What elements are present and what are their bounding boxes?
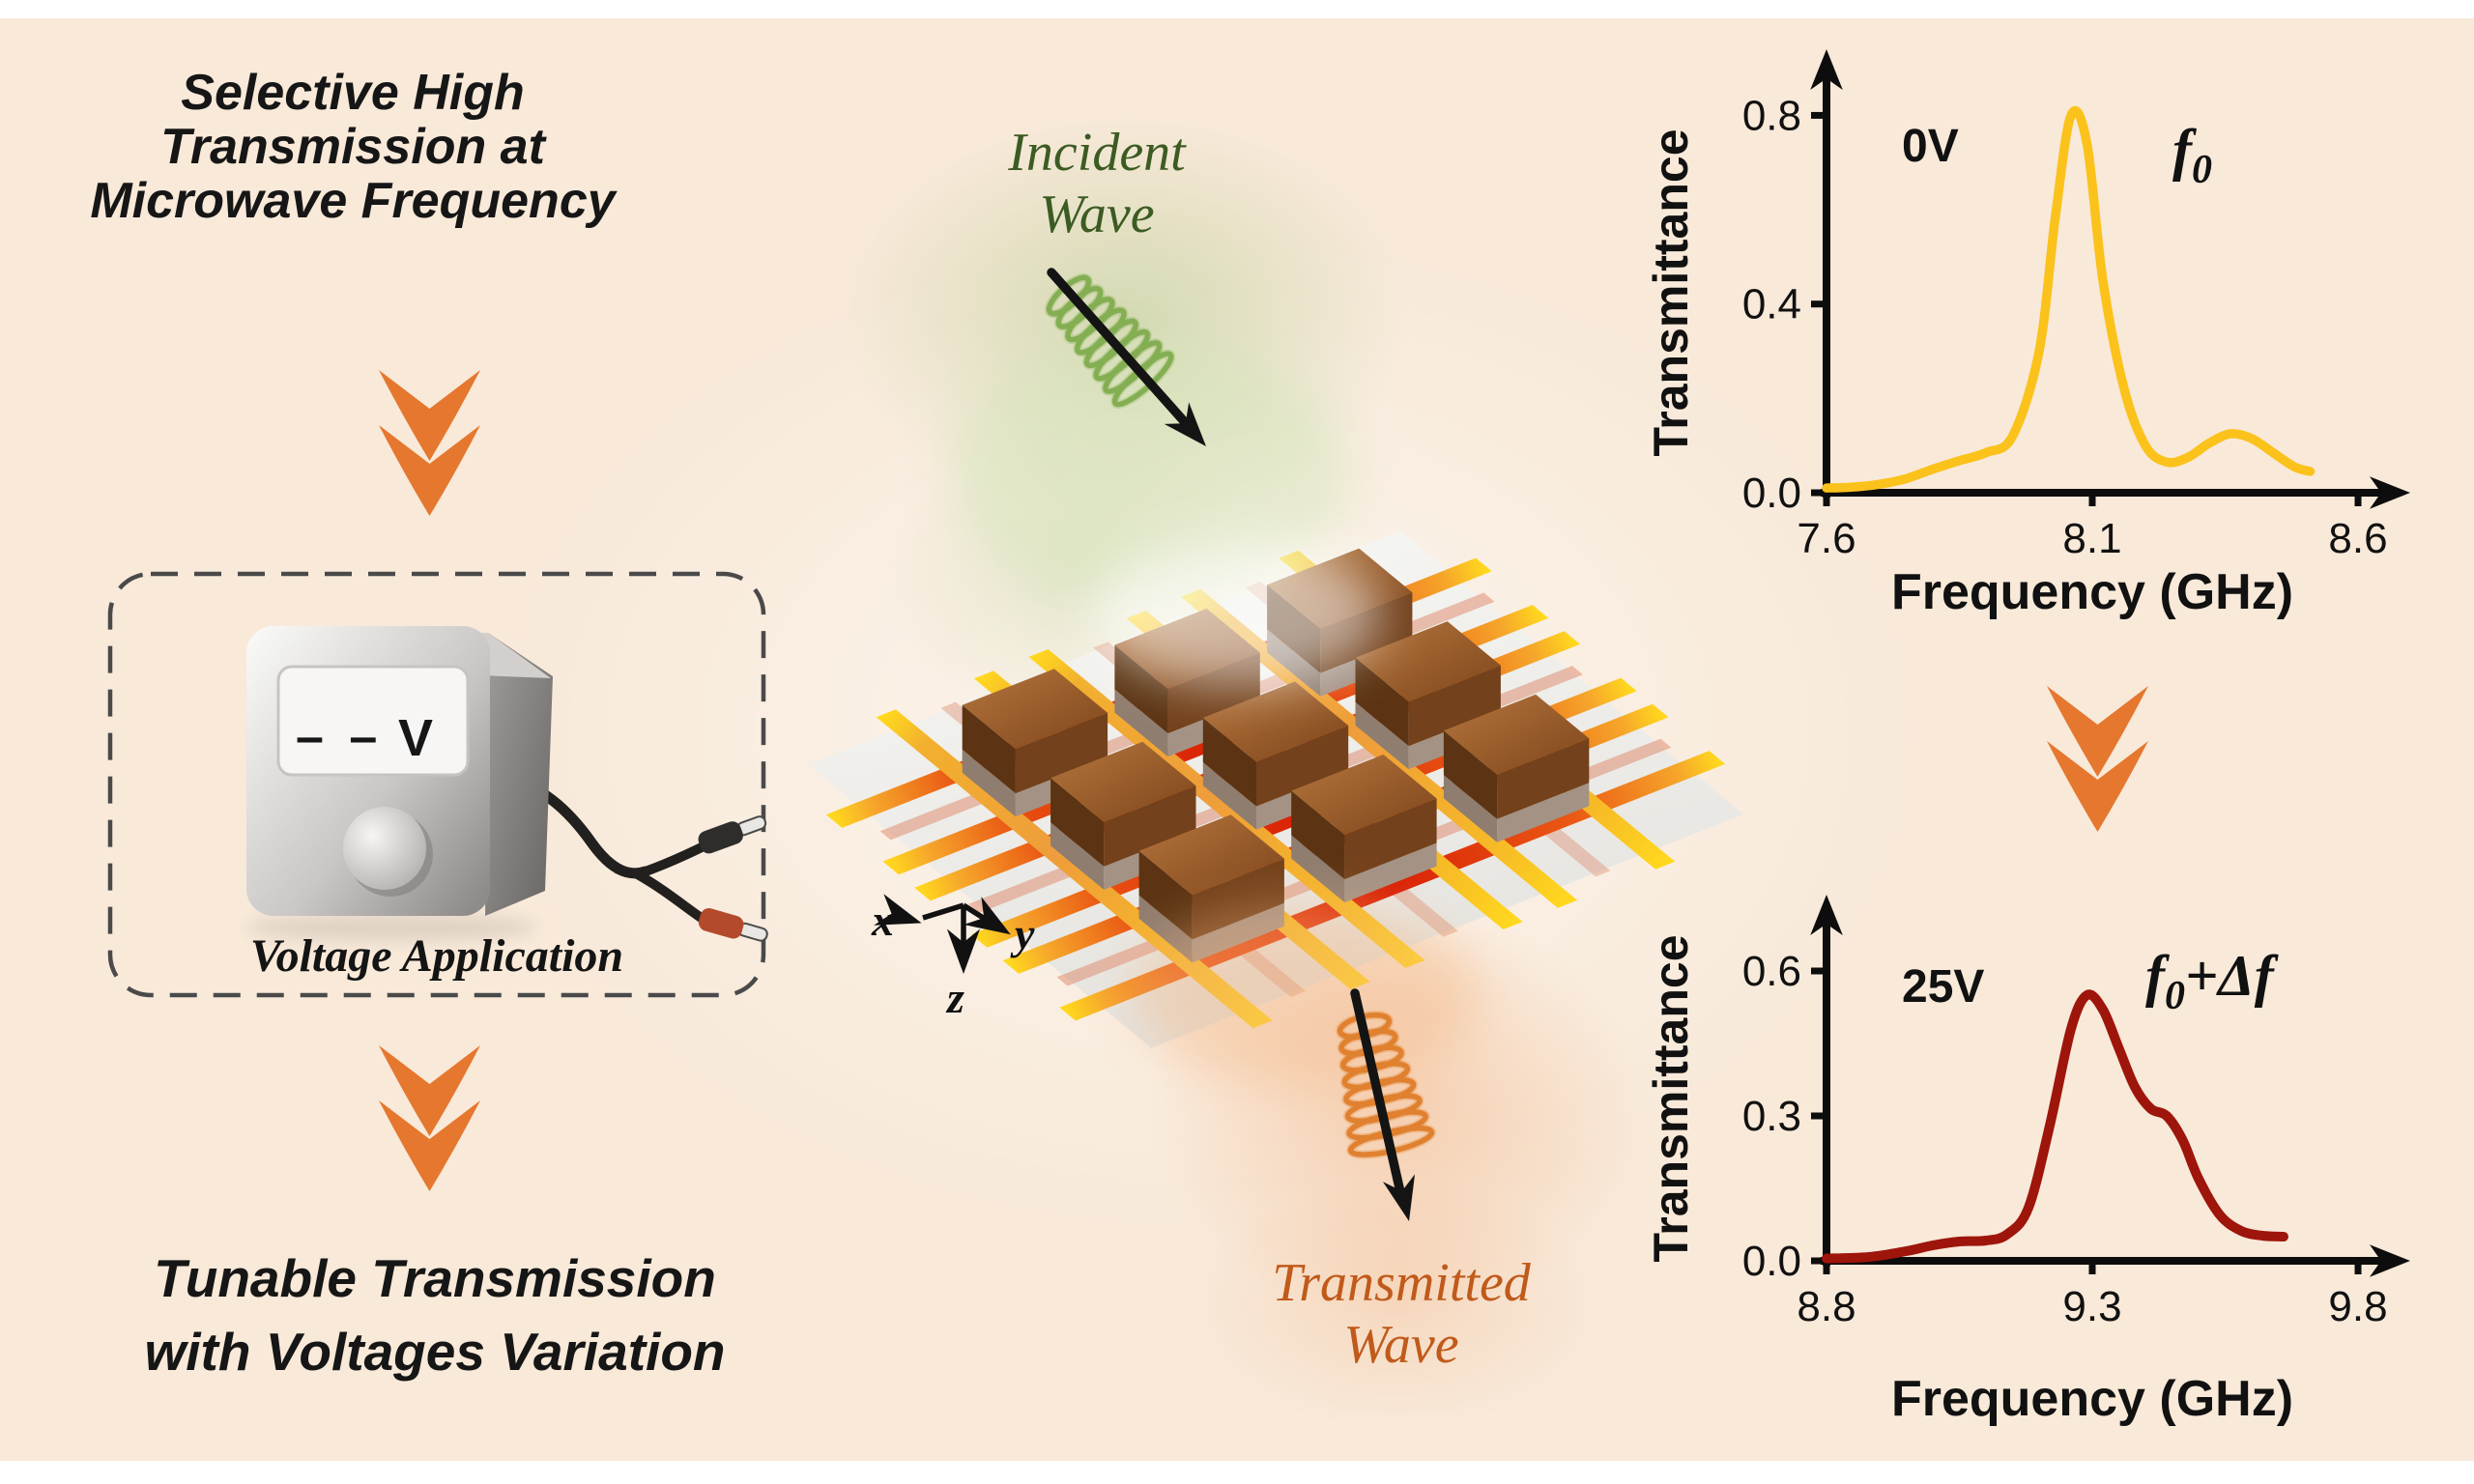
knob-icon xyxy=(343,807,426,890)
grid-strip-yellow xyxy=(1028,649,1425,968)
x-tick-label: 8.1 xyxy=(2062,515,2121,562)
ticks: 0.0 0.4 0.8 7.6 8.1 8.6 xyxy=(1742,92,2388,562)
transmitted-wave-line: Transmitted xyxy=(1272,1253,1531,1313)
y-tick-label: 0.3 xyxy=(1742,1093,1801,1140)
x-axis-title: Frequency (GHz) xyxy=(1891,564,2293,620)
arrowhead-icon xyxy=(1164,402,1206,446)
resonator-cube xyxy=(1443,694,1590,842)
y-tick-label: 0.0 xyxy=(1742,470,1801,517)
arrowhead-icon xyxy=(1810,895,1843,935)
resonator-cube xyxy=(1291,754,1437,903)
footline-line: Tunable Transmission xyxy=(154,1248,716,1308)
incident-wave-arrow xyxy=(1045,268,1206,446)
voltage-source-icon: – – V xyxy=(246,626,768,942)
device-shadow xyxy=(246,914,536,941)
headline-line: Transmission at xyxy=(160,119,545,175)
banana-plug-red-icon xyxy=(698,908,768,942)
curve xyxy=(1822,105,2316,493)
x-tick-label: 7.6 xyxy=(1797,515,1856,562)
voltage-box-border xyxy=(107,571,766,998)
incident-glow xyxy=(947,348,1353,599)
top-margin xyxy=(0,0,2474,18)
axes xyxy=(1810,49,2410,509)
y-axis-title: Transmittance xyxy=(1644,934,1698,1262)
axis-z-label: z xyxy=(947,973,964,1022)
footline-line: with Voltages Variation xyxy=(144,1322,726,1382)
peak-frequency-label: f0+Δf xyxy=(2145,944,2279,1018)
voltage-display-dashes: – – xyxy=(296,709,383,765)
y-tick-label: 0.4 xyxy=(1742,281,1801,328)
x-tick-label: 9.3 xyxy=(2062,1283,2121,1330)
transmitted-glow xyxy=(1131,903,1479,1087)
cable-branch-black xyxy=(641,841,710,876)
y-tick-label: 0.8 xyxy=(1742,92,1801,139)
headline-line: Microwave Frequency xyxy=(90,173,616,229)
banana-plug-black-icon xyxy=(698,815,767,854)
y-tick-label: 0.0 xyxy=(1742,1238,1801,1285)
transmitted-wave-line: Wave xyxy=(1343,1315,1459,1375)
device-side xyxy=(485,633,553,916)
bottom-margin xyxy=(0,1461,2474,1484)
voltage-box-caption: Voltage Application xyxy=(249,930,624,982)
cable-branch-red xyxy=(631,869,710,926)
condition-label: 0V xyxy=(1902,121,1959,172)
y-tick-label: 0.6 xyxy=(1742,948,1801,995)
surface-highlight xyxy=(1092,541,1382,686)
y-axis-title: Transmittance xyxy=(1644,128,1698,456)
metasurface xyxy=(807,530,1744,1048)
x-tick-label: 8.8 xyxy=(1797,1283,1856,1330)
transmitted-wave-arrow xyxy=(1336,988,1437,1221)
ticks: 0.0 0.3 0.6 8.8 9.3 9.8 xyxy=(1742,948,2388,1330)
chevron-down-double-icon xyxy=(379,370,480,516)
voltage-display xyxy=(276,665,470,777)
x-tick-label: 9.8 xyxy=(2328,1283,2387,1330)
chevron-down-double-icon xyxy=(2047,686,2148,832)
headline-line: Selective High xyxy=(181,65,525,121)
arrowhead-icon xyxy=(2370,476,2410,509)
voltage-display-unit: V xyxy=(398,709,433,767)
incident-wave-line: Incident xyxy=(1008,123,1186,183)
axis-y-label: y xyxy=(1015,909,1035,958)
x-tick-label: 8.6 xyxy=(2328,515,2387,562)
axis-x-label: x xyxy=(872,896,894,945)
incident-wave-label: Incident Wave xyxy=(923,122,1271,245)
peak-frequency-label: f0 xyxy=(2172,118,2212,192)
transmitted-wave-label: Transmitted Wave xyxy=(1223,1252,1580,1376)
chart-transmittance-25v: 0.0 0.3 0.6 8.8 9.3 9.8 25V f0+Δf Frequency (… xyxy=(1644,895,2410,1427)
arrowhead-icon xyxy=(1382,1174,1416,1221)
chevron-down-double-icon xyxy=(379,1045,480,1191)
headline-statement: Selective High Transmission at Microwave… xyxy=(63,66,643,228)
chart-transmittance-0v: 0.0 0.4 0.8 7.6 8.1 8.6 0V f0 Frequency (GHz)… xyxy=(1644,49,2410,620)
footline-statement: Tunable Transmission with Voltages Varia… xyxy=(48,1241,821,1388)
axes xyxy=(1810,895,2410,1277)
x-axis-title: Frequency (GHz) xyxy=(1891,1371,2293,1427)
curve xyxy=(1822,989,2288,1264)
incident-wave-line: Wave xyxy=(1039,185,1155,244)
axis-triad-icon xyxy=(874,894,1011,974)
arrowhead-icon xyxy=(1810,49,1843,90)
condition-label: 25V xyxy=(1902,961,1984,1013)
arrowhead-icon xyxy=(2370,1244,2410,1277)
